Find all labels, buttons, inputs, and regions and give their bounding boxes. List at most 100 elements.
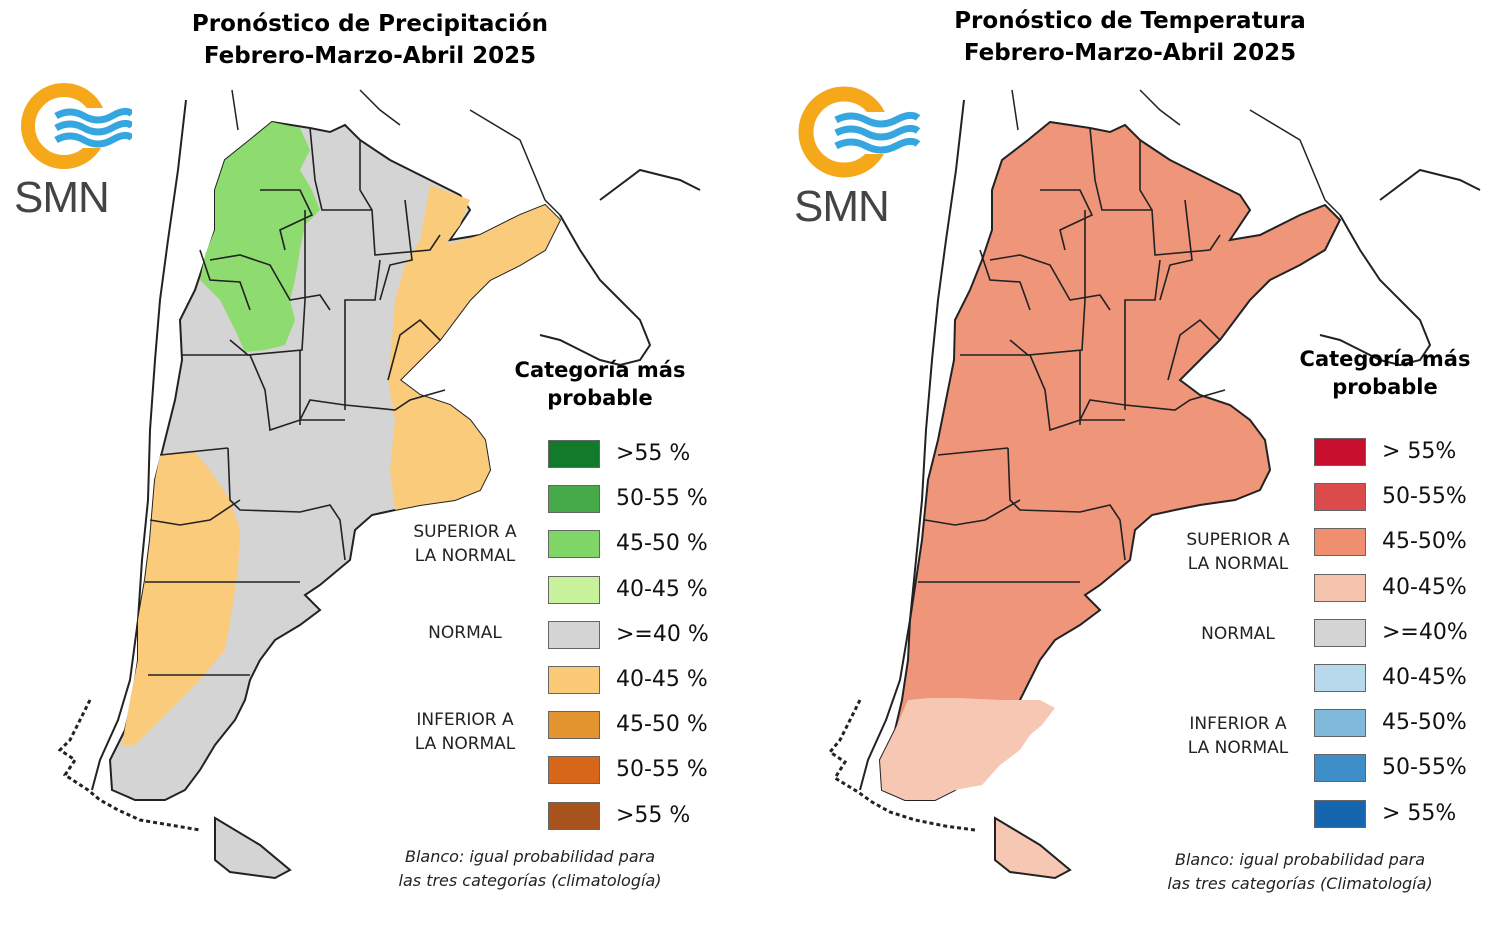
legend-label: 50-55%: [1382, 484, 1467, 510]
temperature-inferior-label: INFERIOR A LA NORMAL: [1168, 712, 1308, 760]
legend-label: 45-50 %: [616, 712, 708, 738]
legend-label: > 55%: [1382, 800, 1457, 826]
legend-swatch: [548, 440, 600, 468]
legend-swatch: [1314, 799, 1366, 828]
smn-logo: SMN: [790, 82, 921, 242]
precipitation-superior-line1: SUPERIOR A: [413, 522, 517, 542]
legend-swatch: [1314, 754, 1366, 783]
uruguay-coastline: [539, 214, 652, 367]
temperature-normal-label: NORMAL: [1201, 624, 1275, 644]
temperature-superior-label: SUPERIOR A LA NORMAL: [1168, 528, 1308, 576]
province-borders: [918, 127, 1226, 583]
legend-swatch: [548, 530, 600, 559]
bolivia-border: [359, 89, 401, 126]
temperature-legend-title: Categoría más probable: [1270, 345, 1500, 401]
precipitation-legend-title: Categoría más probable: [485, 356, 715, 412]
temperature-title-line1: Pronóstico de Temperatura: [954, 8, 1306, 34]
tierra-del-fuego: [994, 816, 1072, 880]
legend-swatch: [548, 575, 600, 604]
uruguay-coastline: [1319, 214, 1432, 367]
chile-coastline: [91, 99, 187, 791]
legend-label: 40-45 %: [616, 667, 708, 692]
legend-label: 45-50 %: [616, 531, 708, 557]
legend-label: 50-55 %: [616, 757, 708, 783]
precipitation-map: [57, 89, 701, 880]
legend-swatch: [1314, 664, 1366, 692]
temperature-title: Pronóstico de Temperatura Febrero-Marzo-…: [860, 5, 1400, 69]
smn-logo-text: SMN: [794, 182, 890, 231]
legend-label: 40-45%: [1382, 574, 1467, 600]
legend-label: 50-55%: [1382, 755, 1467, 781]
legend-swatch: [1314, 709, 1366, 738]
legend-label: 40-45 %: [616, 576, 708, 602]
brazil-coastline: [599, 168, 701, 201]
legend-label: 50-55 %: [616, 486, 708, 512]
peru-bolivia-border: [1011, 89, 1019, 131]
temperature-legend-title-line1: Categoría más: [1299, 347, 1471, 371]
legend-label: >55 %: [616, 802, 691, 828]
legend-label: 40-45%: [1382, 665, 1467, 690]
precipitation-inferior-line2: LA NORMAL: [414, 734, 516, 754]
precipitation-superior-label: SUPERIOR A LA NORMAL: [395, 520, 535, 568]
precipitation-inferior-label: INFERIOR A LA NORMAL: [395, 708, 535, 756]
legend-swatch: [1314, 483, 1366, 512]
legend-label: > 55%: [1382, 439, 1457, 464]
precipitation-superior-line2: LA NORMAL: [414, 546, 516, 566]
argentina-above-normal-area: [878, 120, 1342, 801]
bolivia-border: [1139, 89, 1181, 126]
legend-swatch: [1314, 528, 1366, 557]
precipitation-legend-title-line2: probable: [547, 386, 653, 410]
smn-logo: SMN: [12, 78, 135, 228]
precipitation-title-line1: Pronóstico de Precipitación: [191, 11, 549, 37]
legend-swatch: [1314, 618, 1366, 647]
legend-label: >=40%: [1382, 619, 1468, 645]
above-normal-green-area: [200, 122, 320, 352]
below-normal-orange-patagonia: [122, 452, 240, 745]
temperature-superior-line1: SUPERIOR A: [1186, 530, 1290, 550]
brazil-coastline: [1379, 168, 1481, 201]
precipitation-title: Pronóstico de Precipitación Febrero-Marz…: [100, 8, 640, 72]
precipitation-legend-title-line1: Categoría más: [514, 358, 686, 382]
paraguay-brazil-border: [1249, 109, 1341, 216]
precipitation-title-line2: Febrero-Marzo-Abril 2025: [203, 43, 537, 69]
legend-swatch: [548, 711, 600, 740]
temperature-map: [827, 89, 1481, 880]
legend-label: >=40 %: [616, 621, 709, 647]
legend-swatch: [1314, 438, 1366, 466]
legend-swatch: [548, 756, 600, 785]
legend-swatch: [548, 666, 600, 694]
temperature-inferior-line2: LA NORMAL: [1187, 738, 1289, 758]
temperature-superior-line2: LA NORMAL: [1187, 554, 1289, 574]
temperature-note: Blanco: igual probabilidad para las tres…: [1110, 848, 1490, 896]
legend-label: 45-50%: [1382, 529, 1467, 555]
below-normal-orange-northeast: [388, 185, 560, 510]
peru-bolivia-border: [231, 89, 239, 131]
province-borders: [145, 127, 446, 676]
precipitation-forecast-panel: Pronóstico de Precipitación Febrero-Marz…: [12, 8, 720, 893]
legend-swatch: [1314, 573, 1366, 602]
legend-swatch: [548, 801, 600, 830]
precipitation-normal-label: NORMAL: [428, 623, 502, 643]
temperature-inferior-line1: INFERIOR A: [1189, 714, 1287, 734]
precipitation-note-line1: Blanco: igual probabilidad para: [404, 847, 656, 866]
temperature-forecast-panel: Pronóstico de Temperatura Febrero-Marzo-…: [750, 0, 1500, 937]
precipitation-note: Blanco: igual probabilidad para las tres…: [340, 845, 720, 893]
above-normal-light-south-area: [880, 698, 1055, 800]
tierra-del-fuego: [214, 816, 292, 880]
legend-swatch: [548, 485, 600, 514]
legend-label: 45-50%: [1382, 710, 1467, 736]
legend-swatch: [548, 620, 600, 649]
precipitation-inferior-line1: INFERIOR A: [416, 710, 514, 730]
chile-coastline: [859, 99, 965, 791]
smn-logo-text: SMN: [14, 173, 110, 222]
temperature-title-line2: Febrero-Marzo-Abril 2025: [963, 40, 1297, 66]
smn-logo-icon: [21, 83, 135, 169]
smn-logo-icon: [798, 86, 921, 178]
fjords-coast: [57, 699, 201, 832]
temperature-note-line2: las tres categorías (Climatología): [1167, 874, 1433, 893]
legend-label: >55 %: [616, 441, 691, 466]
paraguay-brazil-border: [469, 109, 561, 216]
precipitation-note-line2: las tres categorías (climatología): [398, 871, 662, 890]
temperature-note-line1: Blanco: igual probabilidad para: [1174, 850, 1426, 869]
temperature-legend-title-line2: probable: [1332, 375, 1438, 399]
